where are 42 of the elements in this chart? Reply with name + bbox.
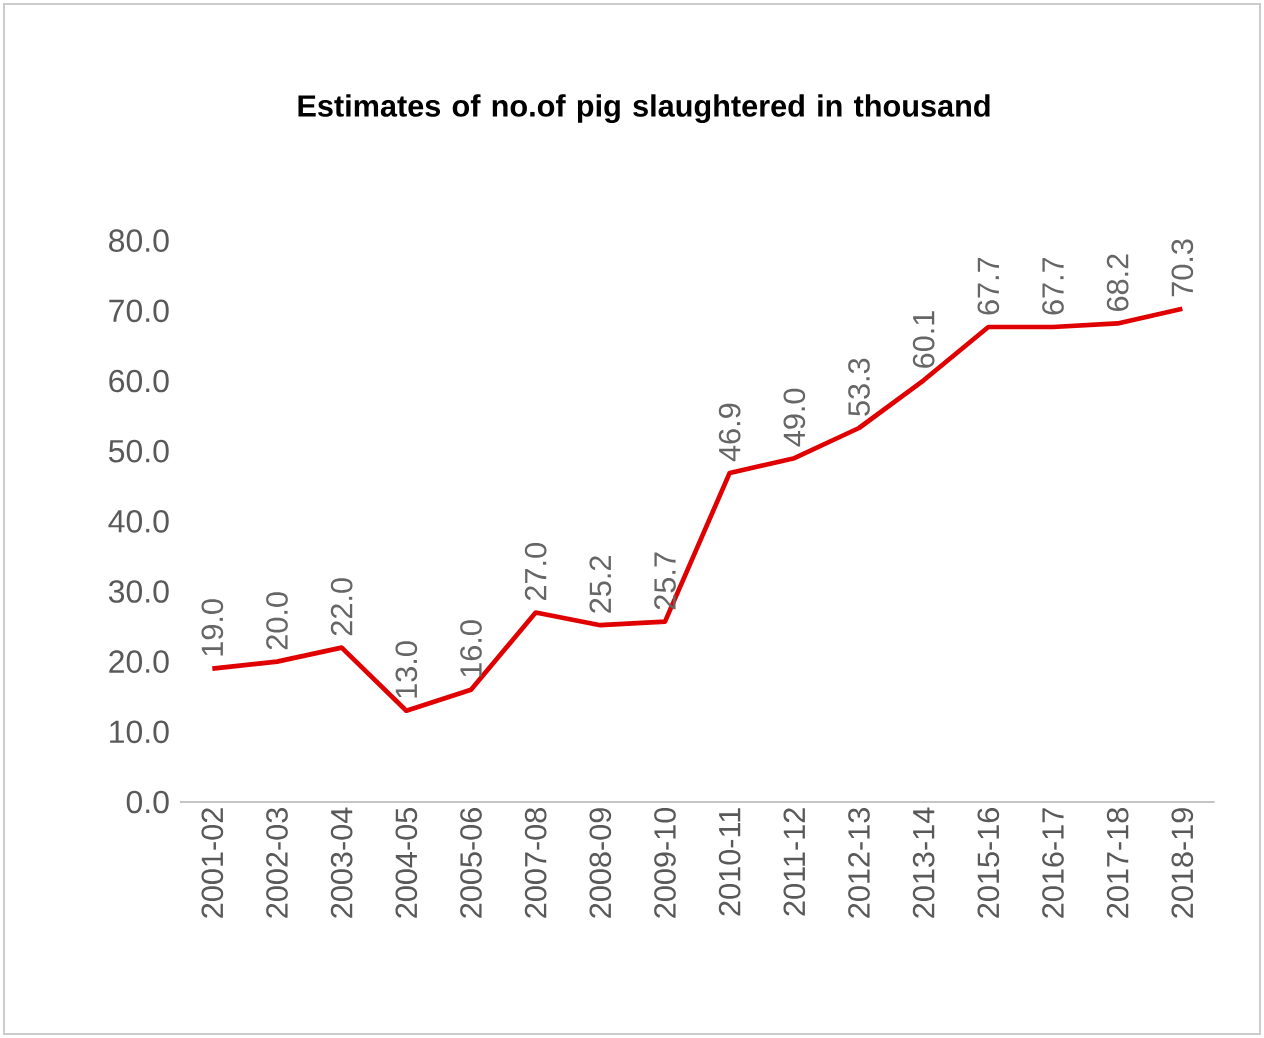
x-tick-label: 2010-11 <box>718 808 741 916</box>
y-tick-label: 60.0 <box>109 369 169 393</box>
data-label: 68.2 <box>1106 254 1129 311</box>
data-label: 67.7 <box>1042 257 1064 315</box>
x-tick-label: 2007-08 <box>524 808 547 918</box>
x-tick-label: 2003-04 <box>330 807 353 918</box>
x-tick-label: 2013-14 <box>912 807 935 918</box>
data-label: 25.2 <box>589 556 612 613</box>
y-tick-label: 70.0 <box>109 299 169 323</box>
y-tick-label: 20.0 <box>109 650 169 673</box>
y-tick-label: 10.0 <box>110 720 169 744</box>
data-label: 70.3 <box>1171 239 1194 297</box>
data-label: 19.0 <box>201 599 224 656</box>
data-label: 25.7 <box>654 552 676 610</box>
data-label: 22.0 <box>330 578 353 636</box>
y-tick-label: 40.0 <box>108 510 169 533</box>
data-label: 27.0 <box>524 543 547 601</box>
y-tick-label: 30.0 <box>108 580 169 603</box>
x-tick-label: 2016-17 <box>1042 808 1064 918</box>
y-tick-label: 50.0 <box>108 439 169 463</box>
data-label: 46.9 <box>718 403 741 462</box>
x-tick-label: 2001-02 <box>201 808 224 918</box>
chart-title: Estimates of no.of pig slaughtered in thousand <box>298 94 990 124</box>
x-tick-label: 2015-16 <box>977 808 1000 918</box>
data-label: 60.1 <box>912 311 935 368</box>
y-tick-label: 0.0 <box>126 790 169 814</box>
x-tick-label: 2004-05 <box>395 808 418 918</box>
x-tick-label: 2008-09 <box>589 808 612 918</box>
data-label: 53.3 <box>848 358 870 416</box>
x-tick-label: 2009-10 <box>654 807 676 918</box>
y-tick-label: 80.0 <box>109 229 169 252</box>
data-label: 13.0 <box>395 641 418 698</box>
x-tick-label: 2018-19 <box>1171 808 1194 918</box>
x-tick-label: 2002-03 <box>266 808 288 918</box>
x-tick-label: 2017-18 <box>1106 808 1129 918</box>
x-tick-label: 2012-13 <box>848 808 870 918</box>
x-tick-label: 2005-06 <box>460 808 482 918</box>
data-label: 16.0 <box>460 620 482 677</box>
data-label: 20.0 <box>266 592 288 650</box>
data-label: 49.0 <box>783 388 806 447</box>
data-label: 67.7 <box>977 257 1000 315</box>
x-tick-label: 2011-12 <box>783 808 806 916</box>
